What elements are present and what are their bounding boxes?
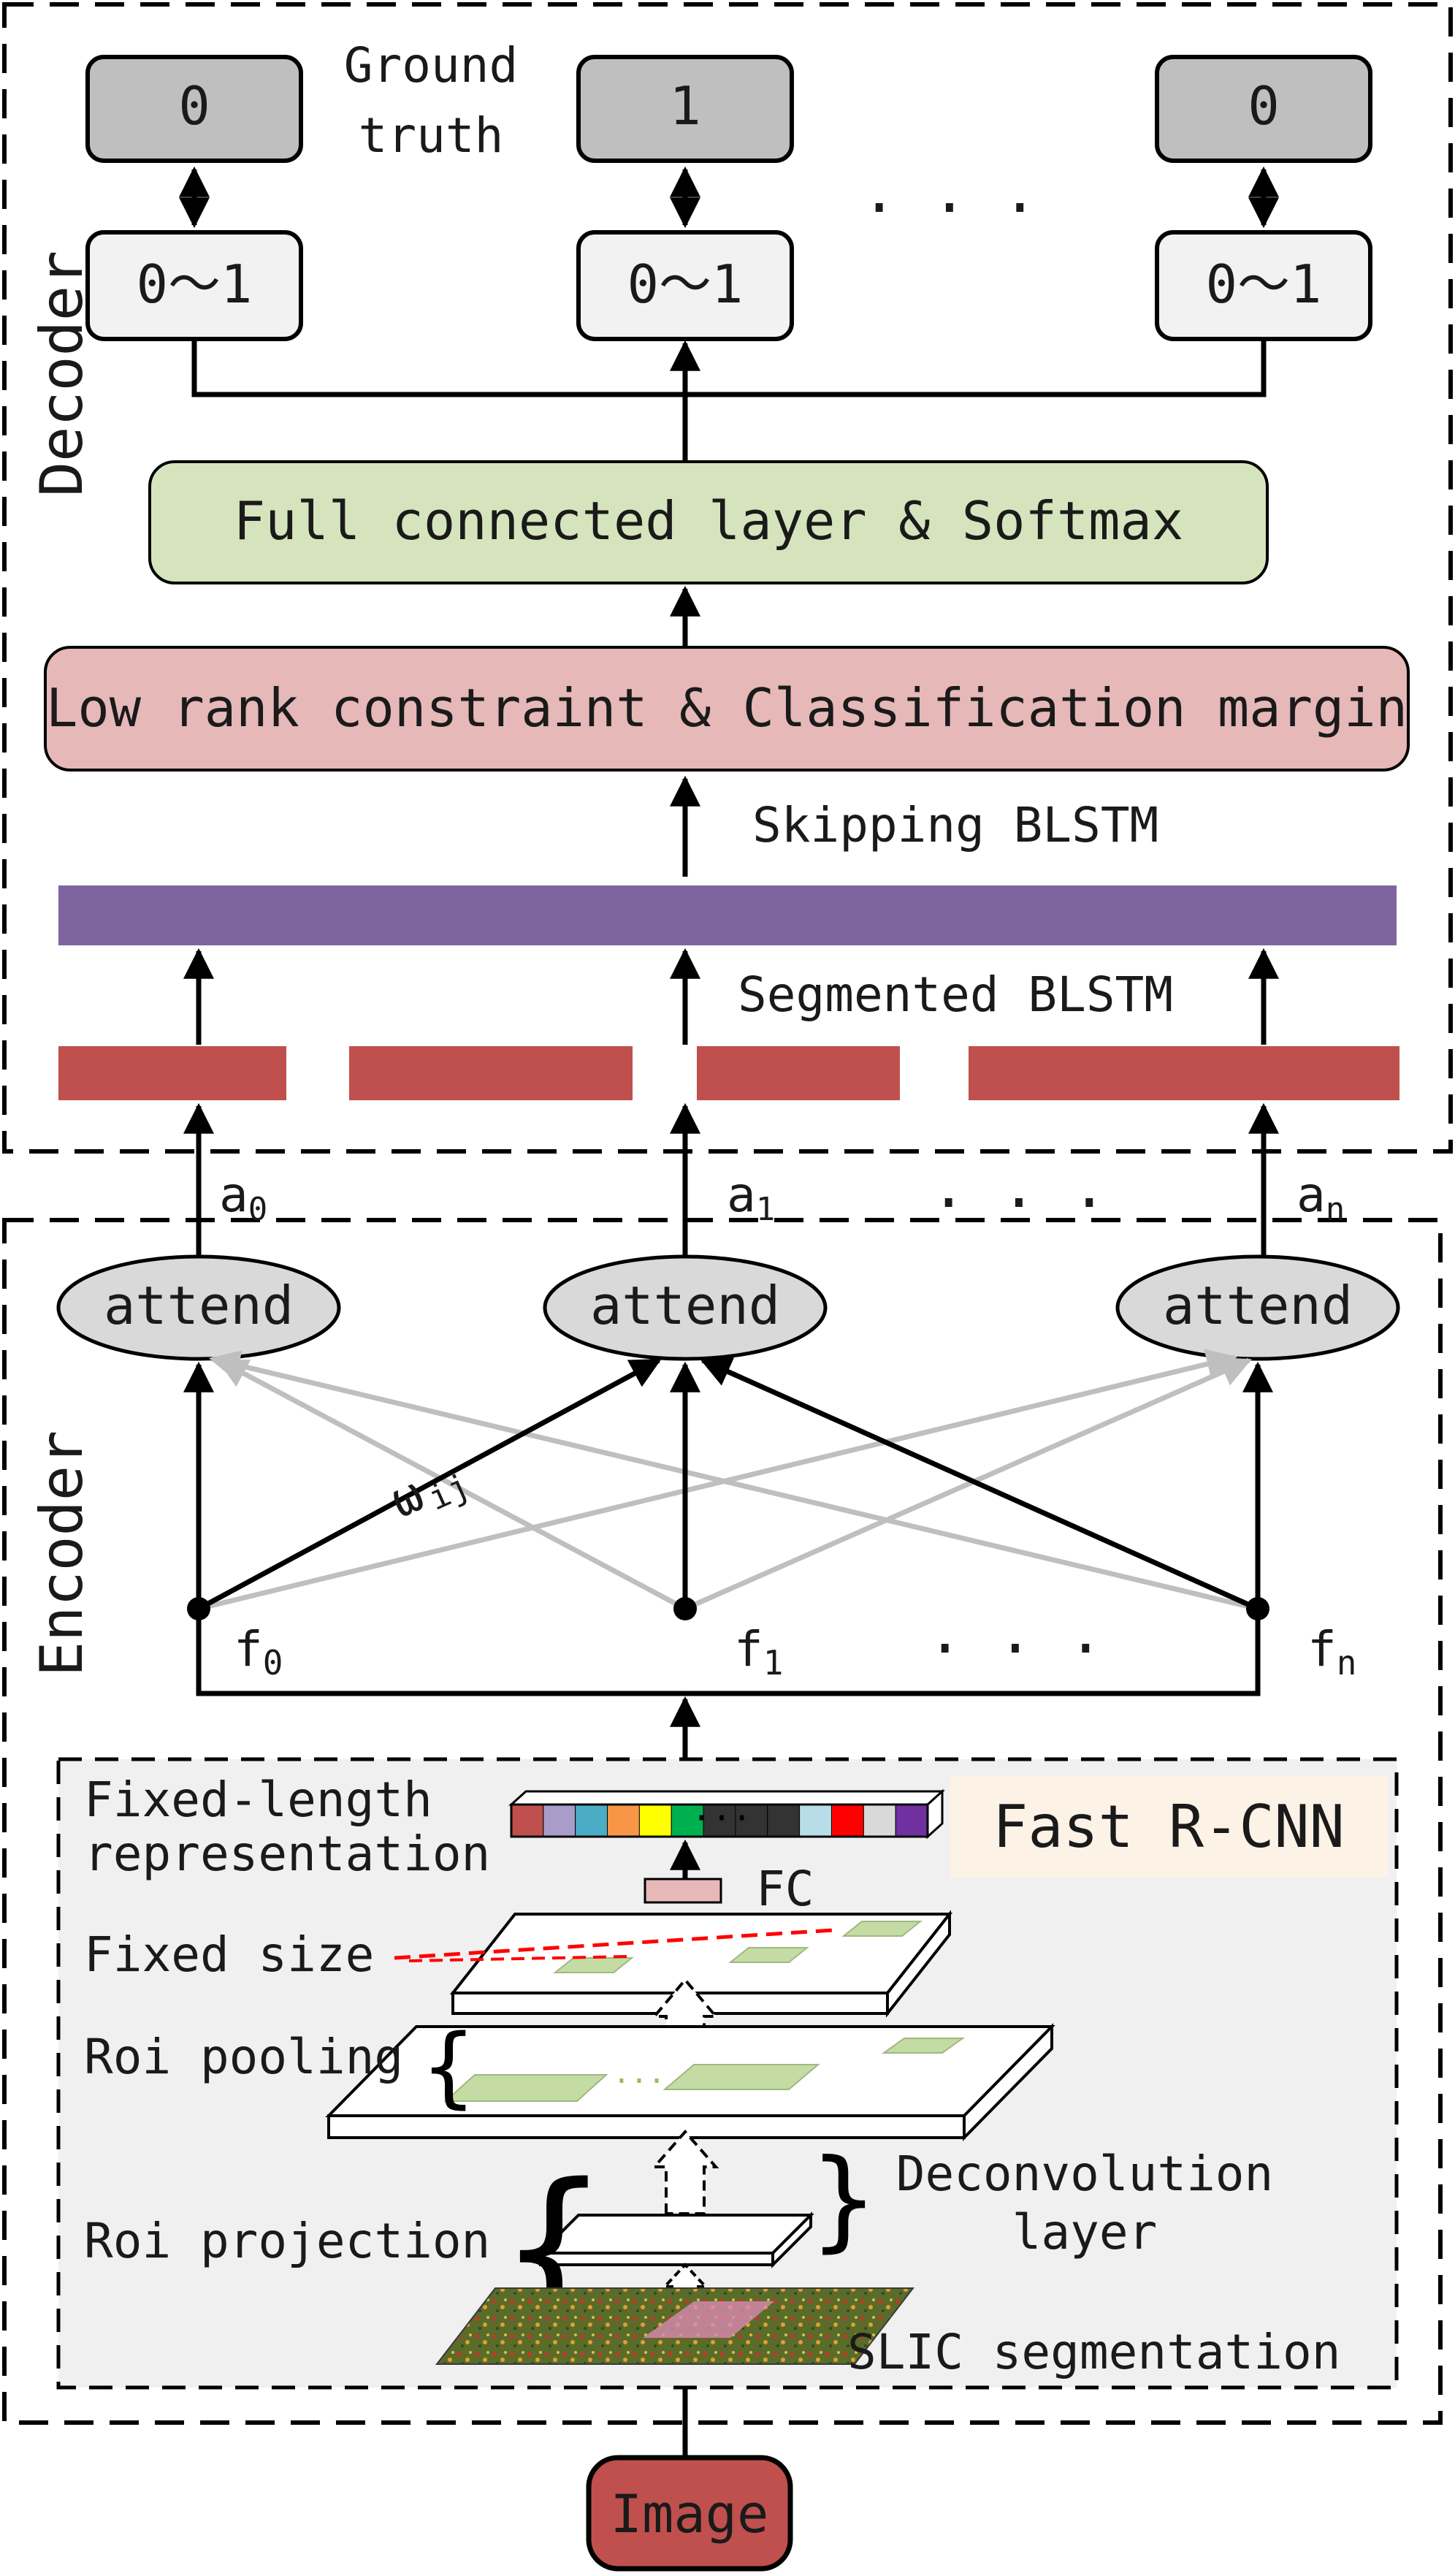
vector-cell: [895, 1804, 928, 1837]
attend-label: attend: [104, 1275, 294, 1336]
fixed-size-plane-side: [886, 1910, 951, 2018]
vector-cell: [703, 1804, 736, 1837]
attention-output-label: a0: [219, 1167, 267, 1228]
ground-truth-row: 0 1 0 Ground truth . . .: [85, 37, 1372, 226]
deconv-label: Deconvolution: [896, 2146, 1274, 2202]
fixed-size-dash: [408, 1955, 629, 1962]
ground-truth-box: [1155, 55, 1372, 163]
ground-truth-value: 0: [178, 75, 210, 137]
ground-truth-value: 1: [669, 75, 700, 137]
fast-rcnn-title: Fast R-CNN: [993, 1793, 1345, 1861]
ground-truth-ellipsis: . . .: [862, 158, 1038, 226]
roi-pooling-brace: {: [422, 2016, 475, 2118]
vector-cell: [511, 1804, 544, 1837]
segment-bar: [969, 1046, 1399, 1100]
prediction-value: 0～1: [627, 254, 744, 315]
fixed-length-label: Fixed-length: [84, 1772, 432, 1828]
vector-cell: [543, 1804, 576, 1837]
ground-truth-label: truth: [359, 107, 504, 164]
vector-cell: [735, 1804, 768, 1837]
skipping-blstm-bar: [58, 885, 1397, 945]
fixed-length-label: representation: [84, 1826, 490, 1882]
slic-label: SLIC segmentation: [847, 2324, 1341, 2380]
vector-cell: [575, 1804, 608, 1837]
deconv-label: layer: [1012, 2204, 1158, 2260]
vector-dots: ···: [691, 1798, 752, 1837]
segmented-blstm-label: Segmented BLSTM: [738, 967, 1173, 1023]
attend-label: attend: [1163, 1275, 1353, 1336]
decoder-frame: [2, 2, 1453, 1154]
ground-truth-value: 0: [1248, 75, 1279, 137]
attend-label: attend: [590, 1275, 780, 1336]
vector-cell: [767, 1804, 801, 1837]
feature-vector: ···: [508, 1788, 945, 1840]
segment-bar: [697, 1046, 900, 1100]
prediction-row: 0～1 0～1 0～1: [85, 230, 1372, 341]
feature-bus: [196, 1609, 1261, 1696]
segment-bar: [349, 1046, 633, 1100]
fc-softmax-box: [148, 460, 1269, 584]
roi-pooling-label: Roi pooling: [84, 2029, 403, 2085]
feature-node: [673, 1597, 697, 1620]
feature-label: f1: [734, 1621, 783, 1683]
attention-weight-label: ωij: [382, 1447, 476, 1532]
vector-cell: [607, 1804, 640, 1837]
prediction-merge-line: [191, 339, 1267, 397]
skipping-blstm-label: Skipping BLSTM: [752, 797, 1158, 853]
segment-bar: [58, 1046, 286, 1100]
roi-pooling-plane-side: [963, 2023, 1053, 2141]
vector-cell: [830, 1804, 864, 1837]
ground-truth-label: Ground: [344, 37, 518, 94]
roi-region: [728, 1947, 809, 1963]
attend-node: [56, 1254, 341, 1361]
image-input-box: [586, 2455, 793, 2572]
deconv-brace: }: [811, 2136, 877, 2263]
attend-node: [1115, 1254, 1400, 1361]
ground-truth-box: [576, 55, 794, 163]
decoder-label: Decoder: [28, 251, 96, 497]
feature-ellipsis: . . .: [928, 1598, 1104, 1666]
ground-truth-box: [85, 55, 303, 163]
fc-block: [644, 1878, 722, 1904]
fast-rcnn-title-bg: [950, 1775, 1388, 1878]
roi-region: [553, 1957, 634, 1973]
roi-region: [881, 2038, 966, 2054]
slic-figure: [643, 2301, 774, 2338]
roi-projection-label: Roi projection: [84, 2213, 490, 2269]
image-input-label: Image: [611, 2483, 769, 2545]
fixed-size-label: Fixed size: [84, 1927, 374, 1983]
attention-weights: [183, 1349, 1273, 1612]
conv-plane-side: [771, 2211, 812, 2268]
fc-softmax-label: Full connected layer & Softmax: [234, 490, 1183, 552]
prediction-value: 0～1: [1206, 254, 1322, 315]
roi-dots: ···: [613, 2065, 665, 2098]
attention-output-ellipsis: . . .: [931, 1153, 1107, 1221]
vector-cell: [863, 1804, 896, 1837]
prediction-box: [576, 230, 794, 341]
feature-label: fn: [1307, 1621, 1356, 1683]
prediction-value: 0～1: [137, 254, 253, 315]
roi-pooling-plane-edge: [327, 2114, 966, 2139]
roi-region: [443, 2074, 608, 2102]
vector-cell: [799, 1804, 832, 1837]
attention-output-label: a1: [727, 1167, 775, 1228]
attention-output-label: an: [1296, 1167, 1345, 1228]
lowrank-box: [44, 646, 1410, 771]
encoder-label: Encoder: [28, 1430, 96, 1677]
feature-label: f0: [234, 1621, 283, 1683]
attend-node: [543, 1254, 828, 1361]
fc-label: FC: [756, 1861, 814, 1917]
encoder-frame: [2, 1218, 1443, 2425]
lowrank-label: Low rank constraint & Classification mar…: [46, 677, 1408, 739]
roi-region: [662, 2064, 820, 2090]
hollow-arrow: [651, 2129, 719, 2215]
vector-cell: [638, 1804, 672, 1837]
roi-region: [841, 1921, 923, 1937]
